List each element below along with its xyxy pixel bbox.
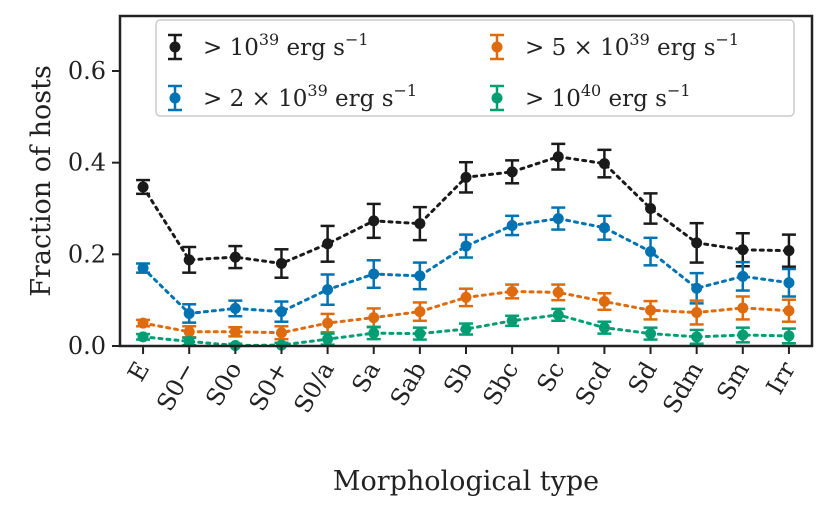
legend-item-3: > 1040 erg s−1 xyxy=(490,81,691,112)
data-point xyxy=(460,171,472,183)
data-point xyxy=(737,329,749,341)
data-point xyxy=(737,244,749,256)
data-point xyxy=(506,315,518,327)
data-point xyxy=(414,306,426,318)
data-point xyxy=(645,304,657,316)
data-point xyxy=(506,285,518,297)
data-point xyxy=(783,330,795,342)
data-point xyxy=(275,327,287,339)
data-point xyxy=(414,270,426,282)
data-point xyxy=(368,312,380,324)
data-point xyxy=(322,284,334,296)
data-point xyxy=(598,296,610,308)
y-tick-label: 0.4 xyxy=(68,149,106,177)
legend-marker xyxy=(169,92,181,104)
data-point xyxy=(506,219,518,231)
data-point xyxy=(691,331,703,343)
y-tick-label: 0.2 xyxy=(68,240,106,268)
data-point xyxy=(552,151,564,163)
data-point xyxy=(368,268,380,280)
data-point xyxy=(322,317,334,329)
data-point xyxy=(460,291,472,303)
data-point xyxy=(691,307,703,319)
y-tick-label: 0.6 xyxy=(68,57,106,85)
data-point xyxy=(460,240,472,252)
legend-item-1: > 2 × 1039 erg s−1 xyxy=(168,81,417,112)
legend-label: > 2 × 1039 erg s−1 xyxy=(203,81,417,112)
data-point xyxy=(506,166,518,178)
data-point xyxy=(645,246,657,258)
legend: > 1039 erg s−1 > 2 × 1039 erg s−1 > 5 × 10… xyxy=(155,19,795,117)
y-axis-label: Fraction of hosts xyxy=(26,65,57,297)
data-point xyxy=(783,277,795,289)
data-point xyxy=(414,218,426,230)
data-point xyxy=(137,331,149,343)
data-point xyxy=(137,262,149,274)
data-point xyxy=(322,238,334,250)
series-1 xyxy=(136,206,796,324)
data-point xyxy=(322,333,334,345)
data-point xyxy=(645,328,657,340)
data-point xyxy=(183,335,195,347)
data-point xyxy=(368,327,380,339)
legend-marker xyxy=(491,41,503,53)
data-point xyxy=(737,302,749,314)
legend-label: > 1040 erg s−1 xyxy=(525,81,691,112)
legend-box xyxy=(155,19,795,117)
data-point xyxy=(183,307,195,319)
series-0 xyxy=(136,142,796,279)
series-2 xyxy=(136,283,796,341)
legend-item-2: > 5 × 1039 erg s−1 xyxy=(490,30,739,61)
data-point xyxy=(552,309,564,321)
data-point xyxy=(275,258,287,269)
data-point xyxy=(229,326,241,338)
legend-label: > 5 × 1039 erg s−1 xyxy=(525,30,739,61)
data-point xyxy=(783,245,795,257)
data-point xyxy=(691,237,703,249)
data-point xyxy=(137,317,149,329)
data-point xyxy=(460,323,472,335)
data-point xyxy=(183,254,195,266)
data-point xyxy=(137,181,149,193)
legend-marker xyxy=(169,41,181,53)
data-point xyxy=(229,302,241,314)
data-point xyxy=(645,203,657,214)
data-point xyxy=(368,215,380,227)
legend-label: > 1039 erg s−1 xyxy=(203,30,369,61)
data-point xyxy=(783,305,795,317)
y-tick-label: 0.0 xyxy=(68,332,106,360)
data-point xyxy=(598,322,610,334)
legend-marker xyxy=(491,92,503,104)
x-axis-label: Morphological type xyxy=(333,466,599,497)
series-line xyxy=(141,217,791,316)
data-point xyxy=(552,286,564,298)
data-point xyxy=(737,270,749,282)
data-point xyxy=(552,213,564,225)
data-point xyxy=(183,326,195,338)
data-point xyxy=(691,282,703,294)
data-point xyxy=(229,251,241,263)
data-point xyxy=(414,328,426,340)
data-point xyxy=(275,306,287,318)
legend-item-0: > 1039 erg s−1 xyxy=(168,30,369,61)
data-point xyxy=(598,222,610,234)
data-point xyxy=(598,158,610,170)
